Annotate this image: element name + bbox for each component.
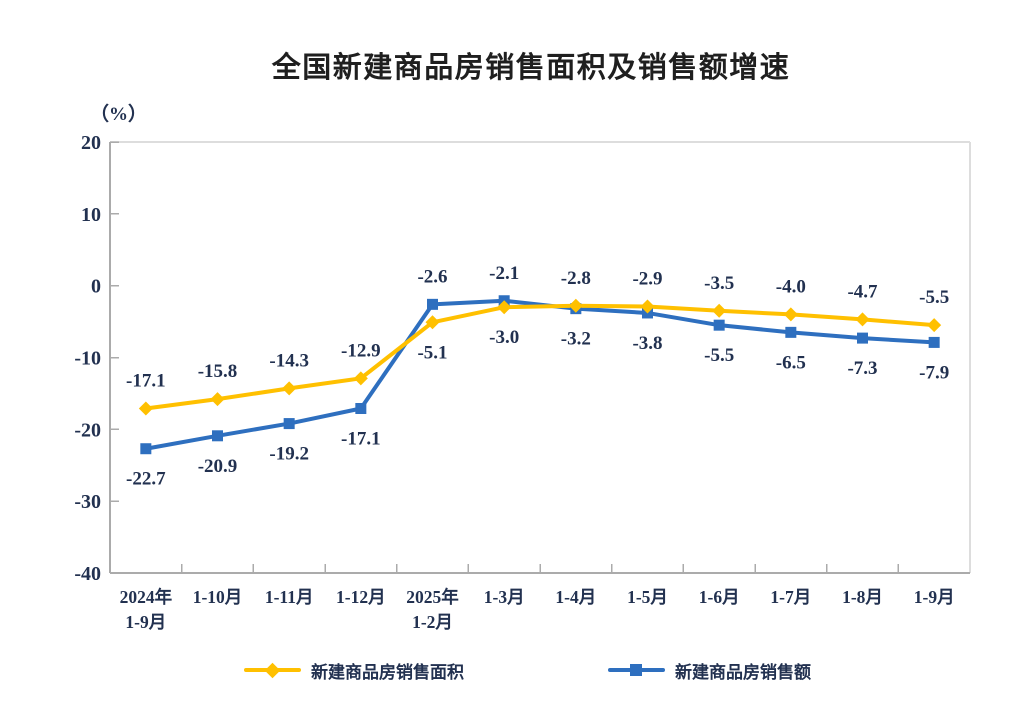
data-label: -3.8: [632, 333, 662, 354]
legend-item-sales-area: 新建商品房销售面积: [244, 657, 464, 683]
data-label: -12.9: [341, 340, 381, 361]
diamond-marker-icon: [425, 315, 440, 330]
x-tick-label: 1-8月: [842, 587, 883, 607]
y-tick-label: 10: [81, 204, 101, 226]
data-label: -17.1: [126, 371, 166, 392]
square-marker-icon: [857, 332, 868, 344]
x-tick-label: 1-4月: [555, 587, 596, 607]
legend-swatch-sales-amount: [608, 664, 665, 677]
chart-title: 全国新建商品房销售面积及销售额增速: [271, 52, 791, 84]
x-tick-label: 1-10月: [193, 587, 243, 607]
x-tick-label: 1-3月: [484, 587, 525, 607]
data-label: -14.3: [269, 350, 309, 371]
square-marker-icon: [713, 319, 725, 331]
square-marker-icon: [630, 664, 642, 676]
x-tick-label: 2024年 1-9月: [120, 587, 173, 632]
diamond-marker-icon: [210, 392, 225, 407]
data-label: -19.2: [269, 444, 309, 465]
legend-label-sales-area: 新建商品房销售面积: [311, 662, 464, 682]
chart-legend: 新建商品房销售面积 新建商品房销售额: [0, 657, 1032, 687]
diamond-marker-icon: [927, 318, 942, 333]
diamond-marker-icon: [640, 299, 655, 314]
x-tick-label: 2025年 1-2月: [406, 587, 459, 632]
x-tick-label: 1-7月: [770, 587, 811, 607]
x-tick-label: 1-12月: [336, 587, 386, 607]
series-line-1: [143, 298, 937, 451]
x-tick-label: 1-6月: [699, 587, 740, 607]
diamond-marker-icon: [497, 300, 512, 315]
square-marker-icon: [283, 418, 295, 430]
x-tick-label: 1-11月: [265, 587, 314, 607]
diamond-marker-icon: [783, 307, 798, 322]
diamond-marker-icon: [264, 662, 281, 678]
legend-item-sales-amount: 新建商品房销售额: [608, 657, 811, 683]
legend-label-sales-amount: 新建商品房销售额: [675, 662, 811, 682]
diamond-marker-icon: [353, 371, 368, 386]
data-label: -3.5: [704, 273, 734, 294]
data-label: -7.3: [847, 358, 877, 379]
square-marker-icon: [140, 443, 152, 455]
legend-swatch-sales-area: [244, 662, 301, 678]
y-tick-label: -10: [74, 348, 101, 370]
y-tick-label: -30: [74, 491, 101, 513]
diamond-marker-icon: [568, 298, 583, 313]
data-label: -22.7: [126, 469, 166, 490]
data-label: -5.1: [417, 342, 447, 363]
x-tick-label: 1-9月: [914, 587, 955, 607]
diamond-marker-icon: [138, 401, 153, 416]
data-label: -2.1: [489, 263, 519, 284]
data-label: -6.5: [776, 352, 806, 373]
data-label: -4.7: [847, 281, 878, 302]
data-label: -15.8: [198, 361, 238, 382]
y-tick-label: 0: [91, 276, 101, 298]
data-label: -7.9: [919, 362, 949, 383]
series-line-0: [143, 303, 937, 411]
square-marker-icon: [928, 336, 940, 348]
y-axis-unit-label: （%）: [90, 104, 148, 125]
x-tick-label: 1-5月: [627, 587, 668, 607]
diamond-marker-icon: [712, 303, 727, 318]
y-tick-label: -20: [74, 419, 101, 441]
data-label: -5.5: [919, 287, 949, 308]
data-label: -2.9: [632, 268, 662, 289]
y-tick-label: -40: [74, 563, 101, 585]
y-tick-label: 20: [81, 132, 101, 154]
data-label: -3.2: [561, 329, 591, 350]
diamond-marker-icon: [282, 381, 297, 396]
data-label: -17.1: [341, 429, 381, 450]
data-label: -2.6: [417, 266, 447, 287]
data-label: -5.5: [704, 345, 734, 366]
square-marker-icon: [355, 403, 367, 415]
data-label: -3.0: [489, 327, 519, 348]
square-marker-icon: [427, 298, 438, 310]
diamond-marker-icon: [855, 312, 870, 327]
data-label: -20.9: [198, 456, 238, 477]
data-label: -4.0: [776, 276, 806, 297]
data-label: -2.8: [561, 268, 591, 289]
square-marker-icon: [785, 326, 797, 338]
square-marker-icon: [212, 430, 223, 442]
